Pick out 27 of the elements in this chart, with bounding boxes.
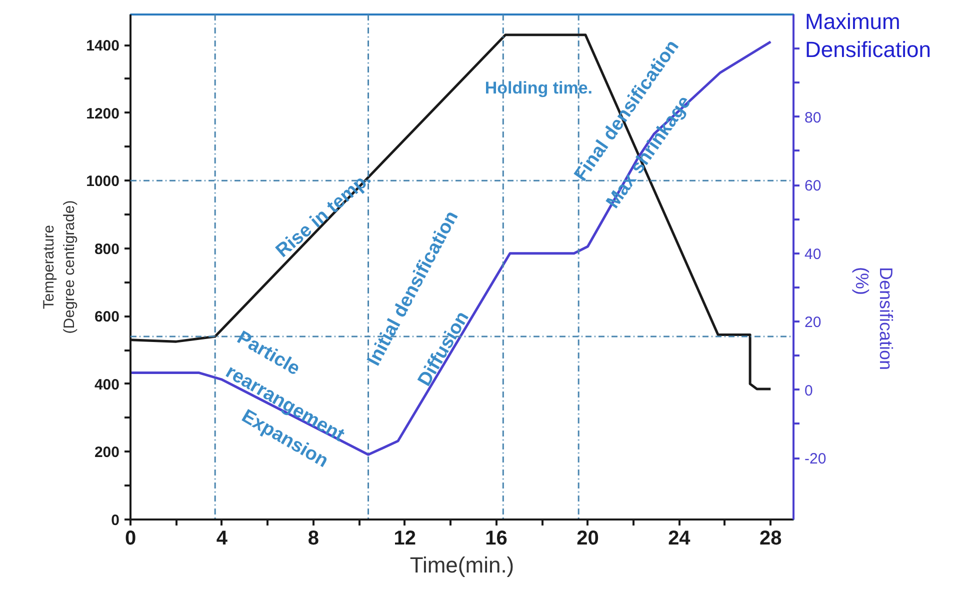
x-tick-label: 4 [216,528,228,550]
y2-tick-label: 40 [804,246,822,263]
y-tick-label: 800 [94,240,120,258]
y-tick-label: 600 [94,308,120,326]
x-tick-label: 16 [485,528,508,550]
x-axis-title: Time(min.) [410,552,514,578]
y-tick-label: 0 [111,512,120,529]
x-tick-label: 12 [394,528,416,550]
x-tick-label: 8 [308,528,319,550]
y-tick-label: 1200 [86,105,120,122]
annotation: Holding time. [484,78,593,98]
y2-tick-label: 60 [804,178,822,195]
text: Maximum Densification [805,8,931,63]
y-axis-title: Temperature (Degree centigrade) [40,200,78,334]
y2-tick-label: 20 [804,314,822,332]
y2-axis-title: Densification (%) [852,267,896,370]
y-tick-label: 400 [94,376,120,394]
y-tick-label: 200 [94,444,120,462]
x-tick-label: 24 [668,528,692,550]
y-tick-label: 1000 [86,173,120,190]
x-tick-label: 20 [576,528,599,550]
x-tick-label: 28 [760,528,782,550]
y2-tick-label: 0 [804,382,813,400]
y-tick-label: 1400 [86,38,120,55]
y2-tick-label: -20 [804,450,826,468]
x-tick-label: 0 [124,528,136,550]
y2-tick-label: 80 [804,109,822,126]
